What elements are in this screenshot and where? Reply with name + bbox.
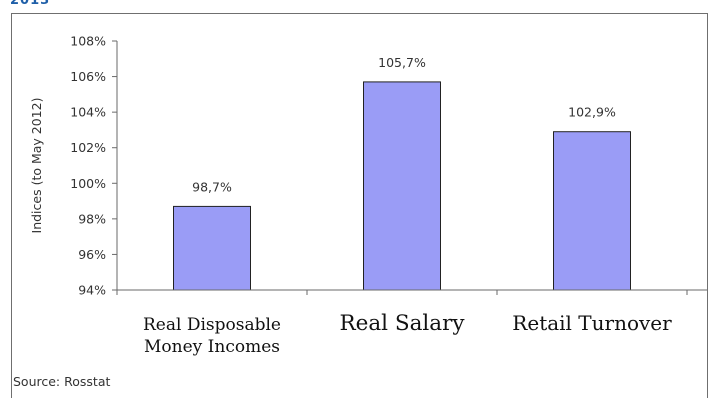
bar	[553, 131, 631, 291]
category-label: Real Disposable	[143, 315, 281, 335]
data-label: 102,9%	[568, 105, 616, 120]
y-tick-label: 94%	[78, 283, 106, 298]
y-tick-label: 104%	[70, 105, 106, 120]
y-tick-label: 106%	[70, 69, 106, 84]
y-tick-label: 100%	[70, 176, 106, 191]
bars	[173, 81, 631, 291]
category-label: Retail Turnover	[512, 311, 672, 335]
y-tick-label: 98%	[78, 211, 106, 226]
y-axis-label: Indices (to May 2012)	[29, 98, 44, 234]
y-tick-label: 96%	[78, 247, 106, 262]
y-tick-label: 108%	[70, 34, 106, 49]
bar	[363, 81, 441, 291]
data-labels: 98,7% 105,7% 102,9%	[192, 55, 616, 195]
bar	[173, 205, 251, 291]
data-label: 98,7%	[192, 179, 232, 194]
y-tick-label: 102%	[70, 140, 106, 155]
data-label: 105,7%	[378, 55, 426, 70]
category-label: Real Salary	[339, 311, 465, 336]
header-fragment: 2013	[10, 0, 51, 8]
source-note: Source: Rosstat	[13, 374, 111, 389]
x-axis-ticks	[116, 290, 688, 295]
category-label: Money Incomes	[144, 337, 280, 357]
y-axis-ticks: 94% 96% 98% 100% 102% 104% 106% 108%	[70, 34, 117, 298]
